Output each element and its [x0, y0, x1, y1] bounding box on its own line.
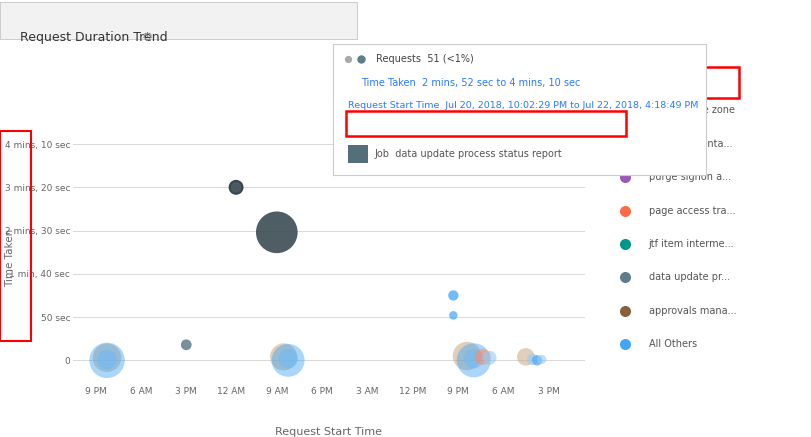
Text: unmerge conta...: unmerge conta...	[648, 139, 732, 149]
Text: Job: Job	[624, 77, 641, 87]
Point	[446, 292, 459, 299]
Text: jtf item interme...: jtf item interme...	[648, 239, 733, 249]
Text: Request Start Time  Jul 20, 2018, 10:02:29 PM to Jul 22, 2018, 4:18:49 PM: Request Start Time Jul 20, 2018, 10:02:2…	[347, 101, 697, 110]
Point	[270, 229, 283, 236]
Point	[179, 341, 192, 348]
Text: ▼: ▼	[727, 78, 734, 87]
Text: data update pr...: data update pr...	[648, 272, 729, 282]
FancyBboxPatch shape	[613, 67, 738, 98]
Text: update time zone: update time zone	[648, 105, 734, 115]
FancyBboxPatch shape	[345, 111, 625, 136]
Text: Time Taken: Time Taken	[5, 229, 15, 287]
Point	[101, 357, 114, 364]
Text: page access tra...: page access tra...	[648, 205, 734, 215]
Point	[446, 312, 459, 319]
Point	[466, 357, 479, 364]
Point	[526, 356, 539, 363]
Point	[281, 357, 294, 364]
Point	[101, 354, 114, 361]
Text: approvals mana...: approvals mana...	[648, 306, 736, 316]
Text: Job  data update process status report: Job data update process status report	[374, 149, 561, 159]
Text: Application Name: Application Name	[355, 118, 441, 128]
Text: ⚙: ⚙	[142, 31, 153, 44]
Text: Time Taken  2 mins, 52 sec to 4 mins, 10 sec: Time Taken 2 mins, 52 sec to 4 mins, 10 …	[361, 78, 580, 88]
Bar	[347, 145, 368, 163]
X-axis label: Request Start Time: Request Start Time	[275, 427, 382, 437]
Point	[460, 353, 473, 360]
Point	[230, 184, 242, 191]
Point	[534, 356, 547, 363]
Text: All Others: All Others	[648, 339, 696, 349]
Point	[530, 357, 543, 364]
Text: Requests  51 (<1%): Requests 51 (<1%)	[375, 55, 473, 64]
Text: purge signon a...: purge signon a...	[648, 172, 730, 182]
Text: ⓘ Color: ⓘ Color	[614, 62, 651, 73]
Text: Request Duration Trend: Request Duration Trend	[20, 31, 168, 44]
Point	[519, 354, 532, 361]
Point	[230, 184, 242, 191]
Point	[483, 354, 496, 361]
Point	[101, 356, 114, 363]
Point	[281, 355, 294, 362]
Point	[476, 354, 489, 361]
Point	[466, 355, 479, 362]
Point	[277, 354, 290, 361]
Text: human resources: human resources	[482, 118, 566, 128]
